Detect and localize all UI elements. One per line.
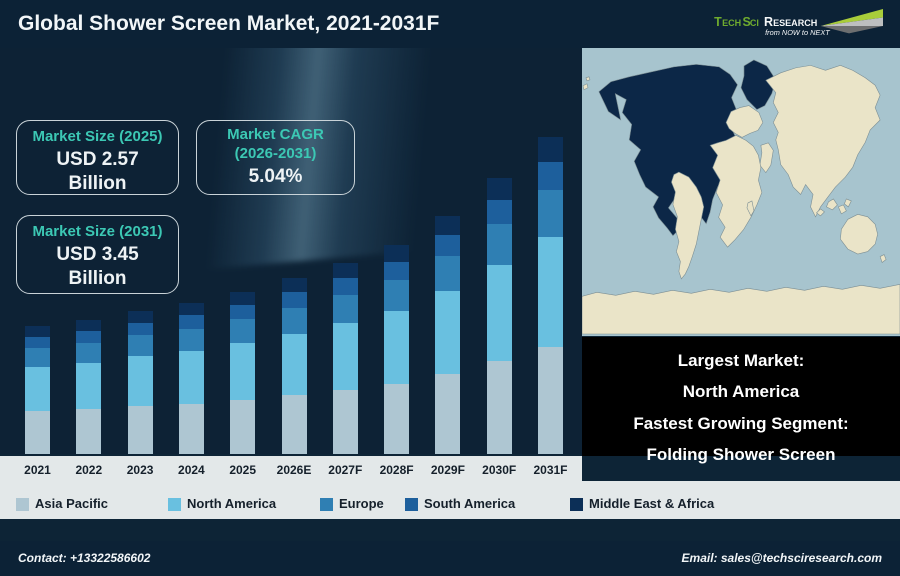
svg-text:ECH: ECH <box>722 18 741 28</box>
svg-text:CI: CI <box>750 18 759 28</box>
svg-text:from NOW to NEXT: from NOW to NEXT <box>765 28 830 37</box>
svg-text:ESEARCH: ESEARCH <box>773 18 817 28</box>
svg-text:R: R <box>764 15 773 29</box>
svg-text:T: T <box>714 15 722 29</box>
